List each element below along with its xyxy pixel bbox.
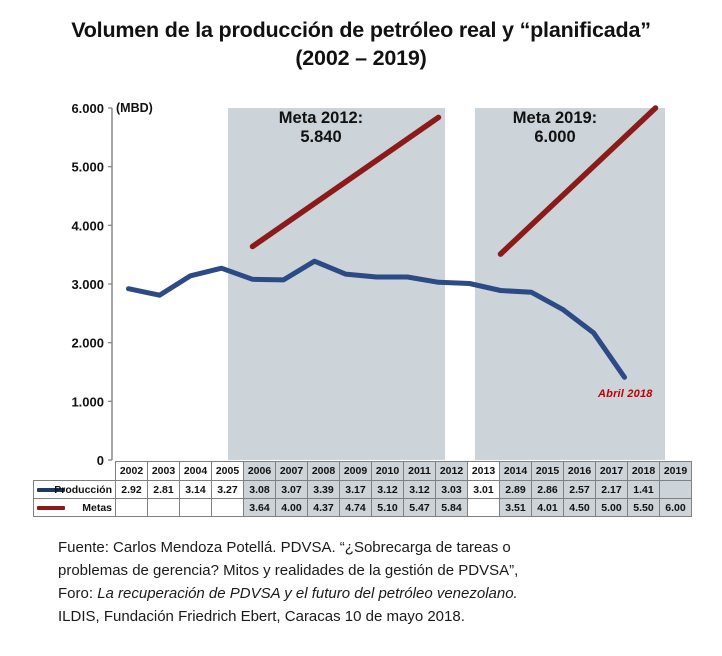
table-cell: 2.92 xyxy=(115,480,148,499)
table-cell: 2.81 xyxy=(147,480,180,499)
table-year-header: 2010 xyxy=(371,461,404,481)
source-note-line-3-title: La recuperación de PDVSA y el futuro del… xyxy=(97,585,518,602)
table-cell: 4.74 xyxy=(339,498,372,517)
y-axis-unit-label: (MBD) xyxy=(116,101,153,115)
page-title: Volumen de la producción de petróleo rea… xyxy=(0,0,722,72)
page-title-line-2: (2002 – 2019) xyxy=(295,46,427,70)
table-cell: 2.89 xyxy=(499,480,532,499)
table-cell: 2.17 xyxy=(595,480,628,499)
table-cell xyxy=(147,498,180,517)
table-cell: 3.51 xyxy=(499,498,532,517)
table-year-header: 2003 xyxy=(147,461,180,481)
line-chart-plot: 6.000 5.000 4.000 3.000 2.000 1.000 0 xyxy=(71,101,665,468)
table-cell: 3.12 xyxy=(371,480,404,499)
table-corner-cell xyxy=(34,462,116,481)
legend-swatch-icon xyxy=(37,487,65,492)
series-line-metas-2012 xyxy=(249,114,442,250)
legend-item-produccion[interactable]: Producción xyxy=(33,480,116,499)
table-cell: 3.64 xyxy=(243,498,276,517)
table-cell xyxy=(179,498,212,517)
source-note-line-1: Fuente: Carlos Mendoza Potellá. PDVSA. “… xyxy=(58,539,511,556)
source-note: Fuente: Carlos Mendoza Potellá. PDVSA. “… xyxy=(0,536,722,628)
table-cell xyxy=(211,498,244,517)
source-note-line-2: problemas de gerencia? Mitos y realidade… xyxy=(58,562,519,579)
table-cell: 5.84 xyxy=(435,498,468,517)
table-year-header: 2002 xyxy=(115,461,148,481)
table-cell: 4.01 xyxy=(531,498,564,517)
table-year-header: 2004 xyxy=(179,461,212,481)
table-row: Metas 3.64 4.00 4.37 4.74 5.10 5.47 5.84 3.51 4.0… xyxy=(33,498,692,517)
table-cell: 5.47 xyxy=(403,498,436,517)
table-row: Producción 2.92 2.81 3.14 3.27 3.08 3.07 3.39 3.… xyxy=(33,480,692,499)
table-cell: 3.14 xyxy=(179,480,212,499)
table-cell: 2.57 xyxy=(563,480,596,499)
shaded-band-2014-2019 xyxy=(475,108,665,460)
table-cell: 3.12 xyxy=(403,480,436,499)
table-cell: 5.00 xyxy=(595,498,628,517)
table-year-header: 2007 xyxy=(275,461,308,481)
table-cell: 4.37 xyxy=(307,498,340,517)
table-cell: 1.41 xyxy=(627,480,660,499)
table-cell: 3.17 xyxy=(339,480,372,499)
table-year-header: 2006 xyxy=(243,461,276,481)
table-cell: 4.50 xyxy=(563,498,596,517)
series-line-metas-2019 xyxy=(497,105,659,257)
data-table: 2002 2003 2004 2005 2006 2007 2008 2009 2010 2011… xyxy=(33,461,692,517)
table-cell: 4.00 xyxy=(275,498,308,517)
table-year-header: 2008 xyxy=(307,461,340,481)
y-axis-ticks xyxy=(108,107,112,461)
table-year-header: 2015 xyxy=(531,461,564,481)
svg-text:0: 0 xyxy=(97,453,104,468)
source-note-line-3-prefix: Foro: xyxy=(58,585,98,602)
table-cell: 5.10 xyxy=(371,498,404,517)
table-cell: 3.39 xyxy=(307,480,340,499)
table-cell xyxy=(467,498,500,517)
table-year-header: 2019 xyxy=(659,461,692,481)
svg-text:5.000: 5.000 xyxy=(71,160,104,175)
svg-text:2.000: 2.000 xyxy=(71,336,104,351)
legend-label: Producción xyxy=(54,483,112,496)
legend-label: Metas xyxy=(82,501,112,514)
table-cell: 3.27 xyxy=(211,480,244,499)
chart-figure: 6.000 5.000 4.000 3.000 2.000 1.000 0 (M… xyxy=(0,92,722,532)
table-year-header: 2018 xyxy=(627,461,660,481)
table-cell: 3.03 xyxy=(435,480,468,499)
table-year-header: 2013 xyxy=(467,461,500,481)
table-cell: 6.00 xyxy=(659,498,692,517)
table-cell: 2.86 xyxy=(531,480,564,499)
table-year-header: 2005 xyxy=(211,461,244,481)
table-cell xyxy=(115,498,148,517)
legend-swatch-icon xyxy=(37,505,65,510)
svg-text:4.000: 4.000 xyxy=(71,218,104,233)
table-year-header: 2012 xyxy=(435,461,468,481)
series-line-produccion xyxy=(126,258,627,380)
table-year-header: 2017 xyxy=(595,461,628,481)
table-header-row: 2002 2003 2004 2005 2006 2007 2008 2009 2010 2011… xyxy=(34,461,692,481)
data-table-container: 2002 2003 2004 2005 2006 2007 2008 2009 2010 2011… xyxy=(0,461,722,517)
table-cell: 3.08 xyxy=(243,480,276,499)
svg-text:1.000: 1.000 xyxy=(71,394,104,409)
source-note-line-4: ILDIS, Fundación Friedrich Ebert, Caraca… xyxy=(58,608,465,625)
page-title-line-1: Volumen de la producción de petróleo rea… xyxy=(71,18,651,42)
table-cell xyxy=(659,480,692,499)
table-year-header: 2014 xyxy=(499,461,532,481)
annotation-abril-2018: Abril 2018 xyxy=(598,388,653,400)
table-cell: 5.50 xyxy=(627,498,660,517)
svg-text:3.000: 3.000 xyxy=(71,277,104,292)
table-cell: 3.07 xyxy=(275,480,308,499)
table-year-header: 2016 xyxy=(563,461,596,481)
svg-text:6.000: 6.000 xyxy=(71,101,104,116)
legend-item-metas[interactable]: Metas xyxy=(33,498,116,517)
table-cell: 3.01 xyxy=(467,480,500,499)
table-year-header: 2011 xyxy=(403,461,436,481)
shaded-band-2006-2012 xyxy=(228,108,445,460)
table-year-header: 2009 xyxy=(339,461,372,481)
source-note-line-3: Foro: La recuperación de PDVSA y el futu… xyxy=(58,582,672,605)
y-axis-tick-labels: 6.000 5.000 4.000 3.000 2.000 1.000 0 xyxy=(71,101,104,468)
